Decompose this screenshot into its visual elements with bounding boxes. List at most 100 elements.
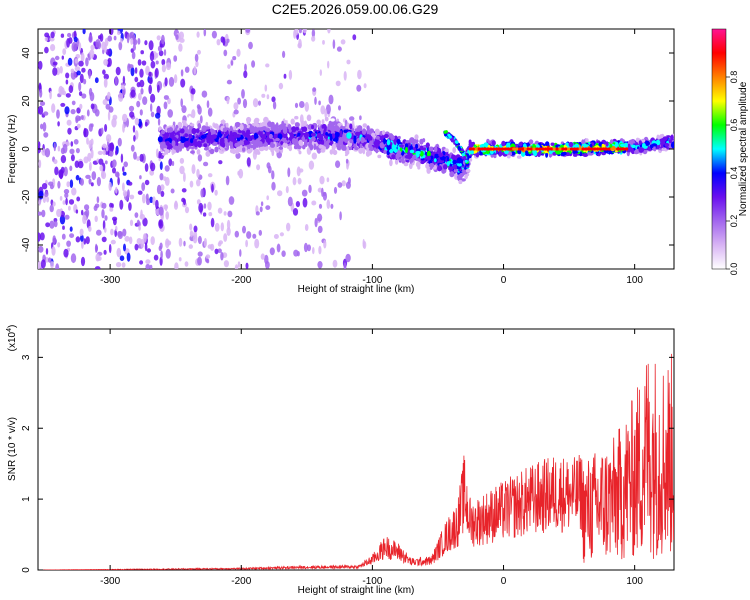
noise-speckle [292,208,299,216]
noise-speckle [167,97,171,105]
noise-speckle [318,100,321,106]
signal-cell [188,134,192,138]
noise-speckle [335,160,341,168]
noise-speckle [137,38,141,45]
signal-cell [458,179,463,185]
noise-speckle [148,71,152,77]
snr-ytick-label: 3 [21,354,32,360]
signal-cell [349,123,353,130]
noise-speckle [95,253,100,262]
noise-speckle [193,65,197,75]
noise-speckle [65,79,69,85]
noise-speckle [68,199,75,205]
signal-cell [537,150,542,155]
noise-speckle [227,64,231,69]
noise-speckle [115,186,118,194]
noise-speckle [123,243,126,252]
noise-speckle [39,101,46,106]
noise-speckle [81,93,87,99]
noise-speckle [197,251,203,257]
signal-cell [298,139,303,146]
noise-speckle [223,233,228,242]
signal-cell [205,150,211,157]
noise-speckle [206,258,210,264]
signal-cell [468,158,473,162]
noise-speckle [88,178,92,185]
noise-speckle [208,212,213,217]
noise-speckle [165,248,171,259]
noise-speckle [57,121,60,127]
noise-speckle [287,196,293,207]
noise-speckle [159,161,163,171]
signal-cell [235,121,241,128]
noise-speckle [311,200,317,206]
noise-speckle [94,203,100,209]
noise-speckle [301,189,308,197]
noise-speckle [159,43,163,48]
noise-speckle [109,207,114,212]
peak-cell [512,147,516,151]
noise-speckle [156,35,161,41]
noise-speckle [103,59,109,66]
noise-speckle [181,105,187,114]
signal-cell [321,119,325,125]
noise-speckle [78,60,84,67]
noise-speckle [314,96,317,105]
noise-speckle [226,38,230,43]
signal-cell [420,160,425,165]
noise-speckle [85,236,90,245]
noise-speckle [256,164,261,171]
noise-speckle [149,264,153,269]
noise-speckle [252,233,257,239]
snr-scale-prefix: (x10 [7,331,18,351]
noise-speckle [62,143,68,154]
signal-cell [501,140,506,147]
signal-cell [225,122,229,128]
noise-speckle [294,102,299,109]
noise-speckle [132,44,136,51]
snr-frame [37,328,675,571]
signal-cell [290,118,295,125]
noise-speckle [43,132,49,138]
signal-cell [452,164,458,170]
noise-speckle [94,266,101,269]
noise-speckle [70,68,75,74]
signal-cell [585,138,589,143]
noise-speckle [359,115,362,121]
signal-cell [365,150,371,157]
noise-speckle [218,240,223,245]
signal-cell [180,128,185,134]
spectrogram-heatmap [38,29,674,269]
noise-speckle [218,160,223,165]
signal-cell [191,127,197,135]
noise-speckle [214,189,218,196]
noise-speckle [188,244,193,249]
noise-speckle [199,115,203,124]
branch-cell [463,155,467,160]
signal-cell [275,137,280,142]
peak-cell [477,147,482,151]
noise-speckle [136,156,140,162]
noise-speckle [183,172,186,183]
noise-speckle [314,217,318,228]
noise-speckle [43,111,49,116]
noise-speckle [144,121,148,127]
signal-cell [624,142,628,148]
noise-speckle [191,109,196,119]
noise-speckle [67,127,72,135]
noise-speckle [139,109,143,116]
noise-speckle [190,88,196,95]
peak-cell [610,147,614,151]
noise-speckle [44,190,49,198]
noise-speckle [226,96,230,105]
peak-cell [598,147,603,151]
signal-cell [427,155,431,161]
noise-speckle [146,248,151,253]
peak-cell [613,147,617,151]
noise-speckle [217,248,222,253]
noise-speckle [68,85,74,94]
peak-cell [607,147,611,151]
noise-speckle [197,256,202,266]
noise-speckle [38,199,41,206]
